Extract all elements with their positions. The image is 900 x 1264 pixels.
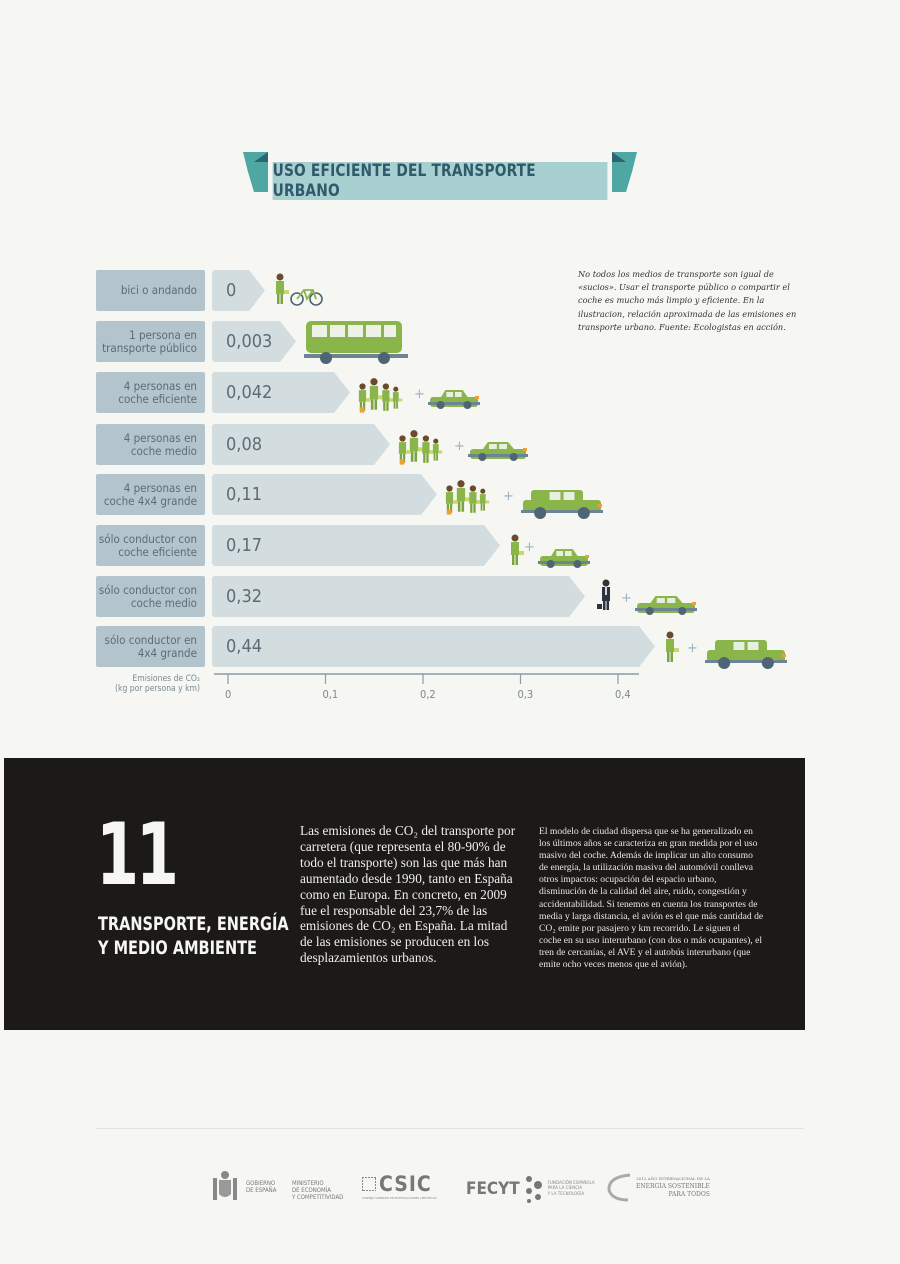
bar-value-label: 0,11 <box>226 484 263 505</box>
body-paragraph: El modelo de ciudad dispersa que se ha g… <box>539 826 764 971</box>
bar: 0,042 <box>212 372 350 413</box>
bar-shape <box>212 576 585 617</box>
logo-ministerio: MINISTERIO DE ECONOMÍA Y COMPETITIVIDAD <box>292 1180 343 1201</box>
logo-text: 2012 AÑO INTERNACIONAL DE LA <box>636 1176 710 1181</box>
axis-title-line: (kg por persona y km) <box>115 684 200 694</box>
axis-title-line: Emisiones de CO₂ <box>132 674 200 684</box>
svg-text:+: + <box>503 489 514 504</box>
bar: 0,44 <box>212 626 655 667</box>
category-label: 4 personas en coche 4x4 grande <box>96 474 205 515</box>
family-plus-4x4-icon: + <box>445 476 615 521</box>
x-axis: 0 0,1 0,2 0,3 0,4 <box>214 672 639 712</box>
businessman-plus-medium-car-icon: + <box>593 578 703 623</box>
category-label: 4 personas en coche medio <box>96 424 205 465</box>
person-plus-small-car-icon: + <box>508 527 598 572</box>
lead-paragraph: Las emisiones de CO₂ del transporte por … <box>300 823 516 966</box>
bar-value-label: 0,003 <box>226 331 273 352</box>
category-label: 1 persona en transporte público <box>96 321 205 362</box>
bar-shape <box>212 525 500 566</box>
logo-text: FECYT <box>466 1179 520 1199</box>
logo-text: Y COMPETITIVIDAD <box>292 1194 344 1201</box>
person-plus-4x4-icon: + <box>663 628 803 673</box>
ribbon-ends <box>243 152 637 192</box>
category-label: sólo conductor con coche eficiente <box>96 525 205 566</box>
bar: 0,32 <box>212 576 585 617</box>
logo-gobierno: GOBIERNO DE ESPAÑA <box>210 1170 276 1204</box>
axis-line <box>214 673 639 684</box>
bar-value-label: 0 <box>226 280 237 301</box>
category-label: sólo conductor en 4x4 grande <box>96 626 205 667</box>
bar: 0,11 <box>212 474 437 515</box>
logo-text: CONSEJO SUPERIOR DE INVESTIGACIONES CIEN… <box>362 1196 437 1200</box>
svg-text:+: + <box>524 540 535 555</box>
logo-fecyt: FECYT FUNDACIÓN ESPAÑOLA PARA LA CIENCIA Y… <box>466 1175 595 1203</box>
fecyt-dots-icon <box>525 1176 542 1203</box>
footer-divider <box>96 1128 804 1129</box>
category-label: bici o andando <box>96 270 205 311</box>
category-label: sólo conductor con coche medio <box>96 576 205 617</box>
bar-shape <box>212 474 437 515</box>
bar-value-label: 0,042 <box>226 382 273 403</box>
section-title-line: TRANSPORTE, ENERGÍA <box>98 913 289 935</box>
bar-shape <box>212 270 265 311</box>
tick-label: 0,4 <box>615 688 631 701</box>
axis-title: Emisiones de CO₂ (kg por persona y km) <box>100 674 200 694</box>
section-number: 11 <box>96 805 179 905</box>
chart-note: No todos los medios de transporte son ig… <box>578 269 797 332</box>
section-title: TRANSPORTE, ENERGÍA Y MEDIO AMBIENTE <box>98 912 289 960</box>
page-title: USO EFICIENTE DEL TRANSPORTE URBANO <box>272 161 608 201</box>
family-plus-medium-car-icon: + <box>398 426 538 471</box>
bar: 0,08 <box>212 424 390 465</box>
svg-text:+: + <box>687 641 698 656</box>
tick-label: 0,3 <box>517 688 534 701</box>
person-bike-icon <box>273 272 333 317</box>
bar-shape <box>212 626 655 667</box>
bus-icon <box>304 321 414 366</box>
svg-text:+: + <box>621 591 632 606</box>
bar-value-label: 0,32 <box>226 586 263 607</box>
svg-text:+: + <box>414 387 425 402</box>
logo-text: DE ESPAÑA <box>246 1187 277 1194</box>
info-panel <box>4 758 805 1030</box>
csic-emblem-icon <box>362 1177 376 1191</box>
swirl-icon <box>607 1173 631 1202</box>
bar-value-label: 0,08 <box>226 434 263 455</box>
logo-text: Y LA TECNOLOGÍA <box>547 1191 585 1197</box>
logo-text: PARA TODOS <box>668 1191 710 1198</box>
logo-text: DE ECONOMÍA <box>292 1187 331 1194</box>
category-label: 4 personas en coche eficiente <box>96 372 205 413</box>
title-banner: USO EFICIENTE DEL TRANSPORTE URBANO <box>243 152 637 202</box>
logo-text: PARA LA CIENCIA <box>547 1186 583 1192</box>
bar-shape <box>212 424 390 465</box>
logo-text: GOBIERNO <box>246 1180 276 1187</box>
bar-shape <box>212 321 296 362</box>
family-plus-small-car-icon: + <box>358 374 488 419</box>
bar-shape <box>212 372 350 413</box>
logo-energia-sostenible: 2012 AÑO INTERNACIONAL DE LA ENERGÍA SOST… <box>606 1172 710 1202</box>
tick-label: 0,2 <box>420 688 436 701</box>
logo-text: FUNDACIÓN ESPAÑOLA <box>547 1180 595 1186</box>
bar: 0,003 <box>212 321 296 362</box>
section-title-line: Y MEDIO AMBIENTE <box>98 937 257 959</box>
tick-label: 0 <box>225 688 232 701</box>
bar-value-label: 0,44 <box>226 636 263 657</box>
coat-of-arms-icon <box>213 1171 237 1200</box>
svg-text:+: + <box>454 439 465 454</box>
logo-text: ENERGÍA SOSTENIBLE <box>636 1183 710 1190</box>
logo-text: CSIC <box>379 1172 432 1196</box>
bar-value-label: 0,17 <box>226 535 263 556</box>
tick-label: 0,1 <box>322 688 339 701</box>
bar: 0 <box>212 270 265 311</box>
logo-text: MINISTERIO <box>292 1180 324 1187</box>
bar: 0,17 <box>212 525 500 566</box>
